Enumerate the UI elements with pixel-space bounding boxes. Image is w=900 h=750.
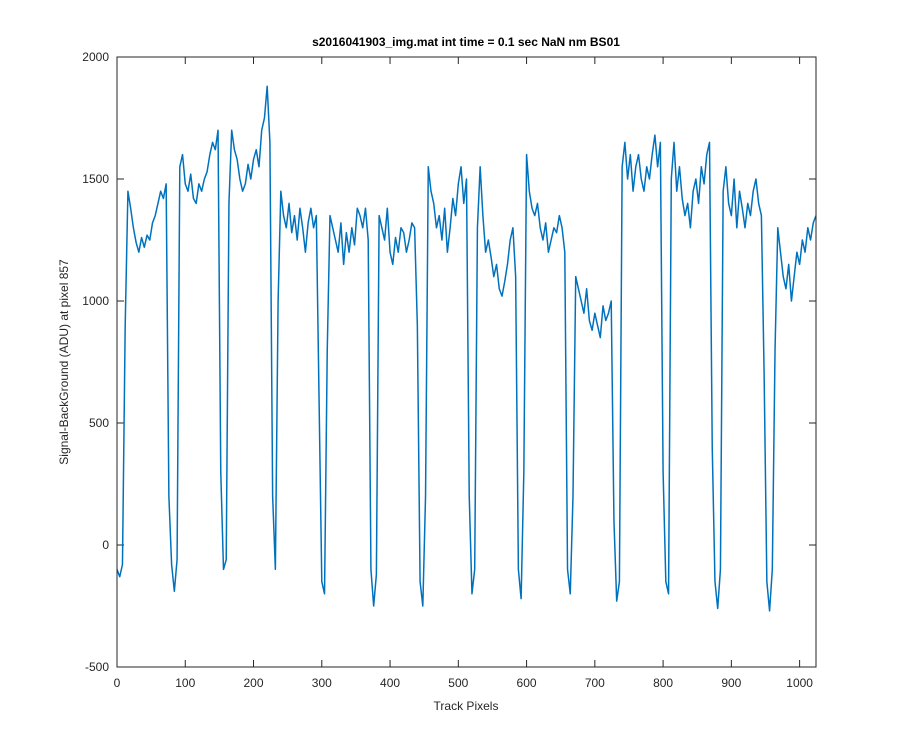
x-tick-label: 1000 <box>786 676 813 690</box>
x-tick-label: 900 <box>721 676 741 690</box>
y-tick-label: 2000 <box>82 50 109 64</box>
chart-title: s2016041903_img.mat int time = 0.1 sec N… <box>312 35 620 49</box>
x-tick-label: 800 <box>653 676 673 690</box>
data-line <box>116 85 817 612</box>
x-tick-label: 300 <box>312 676 332 690</box>
x-tick-label: 400 <box>380 676 400 690</box>
x-axis-label: Track Pixels <box>434 699 499 713</box>
y-tick-label: -500 <box>85 660 109 674</box>
x-tick-label: 600 <box>517 676 537 690</box>
y-tick-label: 0 <box>102 538 109 552</box>
plot-area <box>117 57 816 667</box>
x-tick-label: 500 <box>448 676 468 690</box>
y-tick-label: 1500 <box>82 172 109 186</box>
y-axis-label: Signal-BackGround (ADU) at pixel 857 <box>57 259 71 465</box>
x-tick-label: 700 <box>585 676 605 690</box>
y-tick-label: 1000 <box>82 294 109 308</box>
x-tick-label: 100 <box>175 676 195 690</box>
x-tick-label: 0 <box>114 676 121 690</box>
axes-box <box>116 56 817 668</box>
y-tick-label: 500 <box>89 416 109 430</box>
x-tick-label: 200 <box>244 676 264 690</box>
